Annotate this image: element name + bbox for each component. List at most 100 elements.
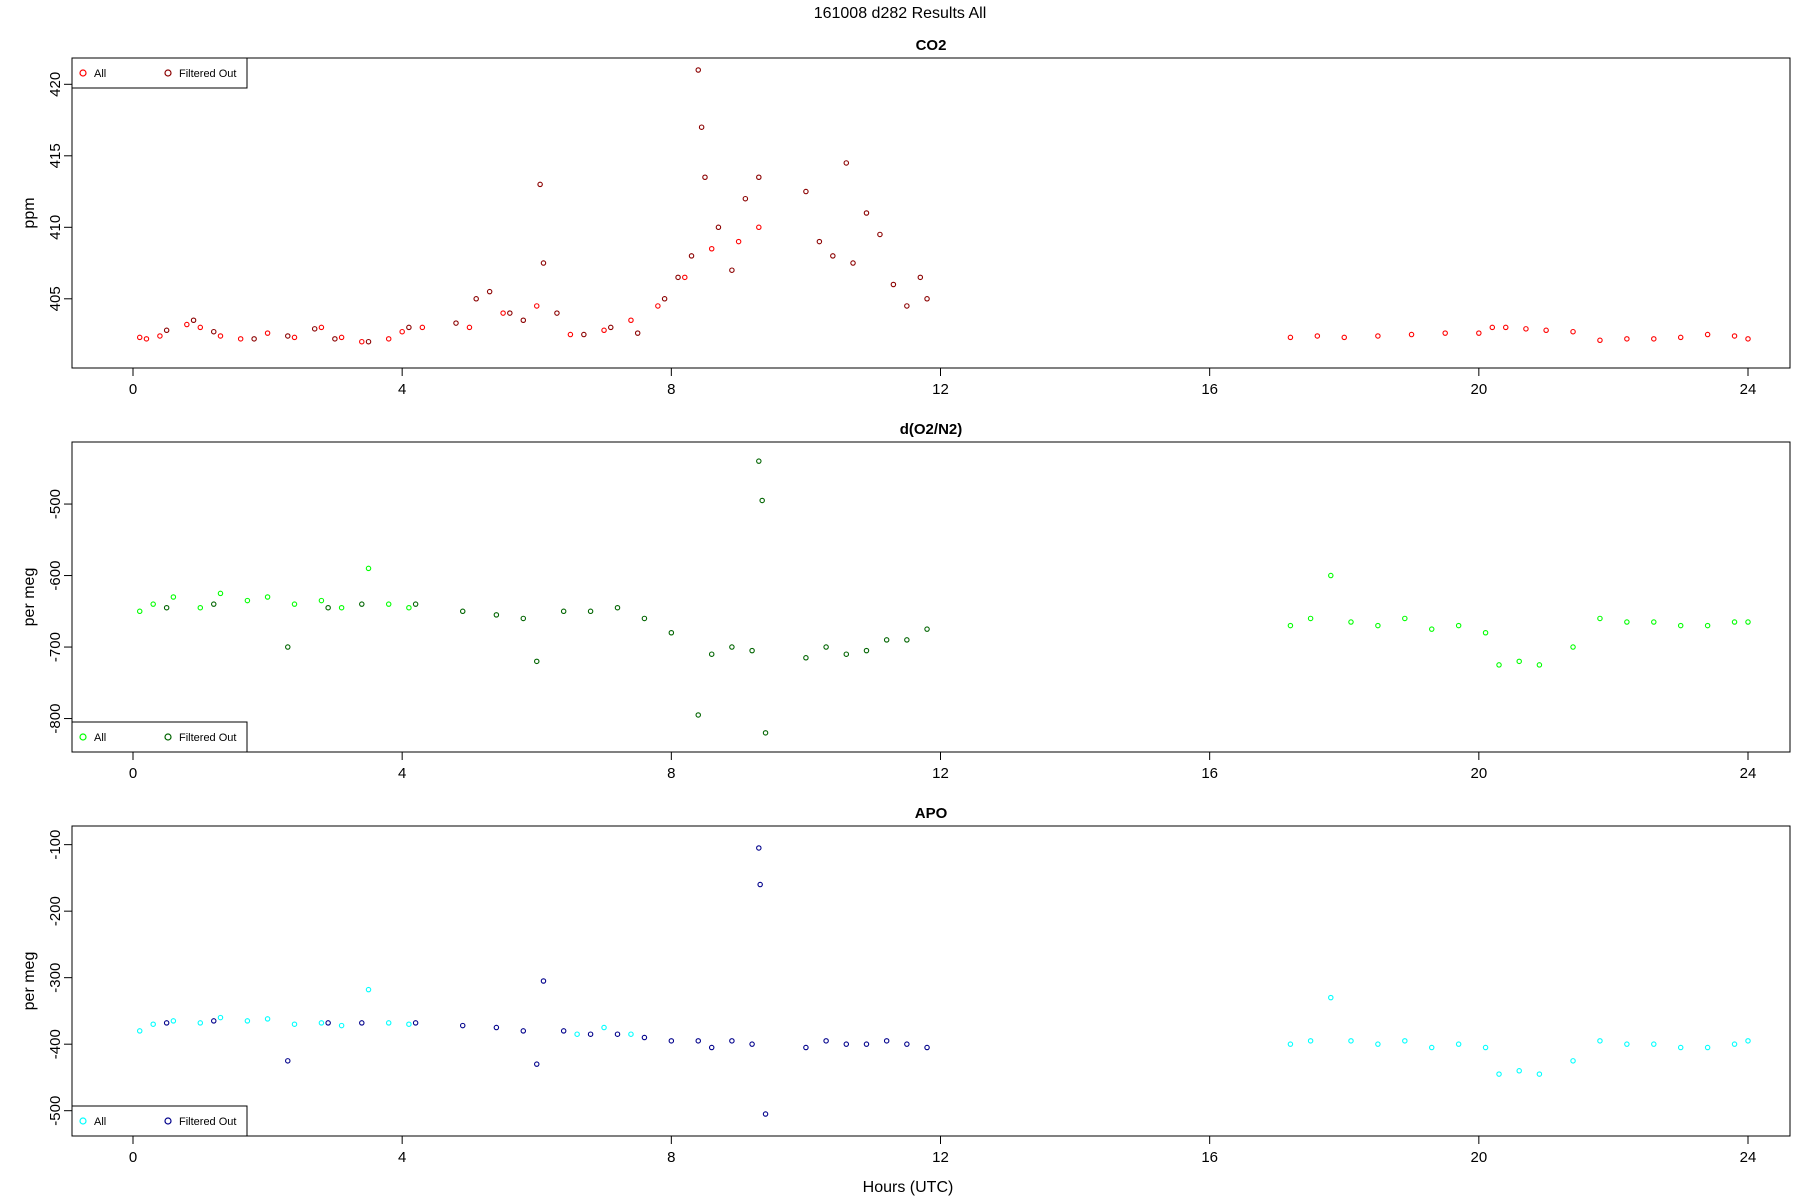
- plot-frame: [71, 825, 1791, 1137]
- legend-all-label: All: [94, 732, 106, 744]
- data-point: [904, 1041, 910, 1047]
- legend-filtered-out-label: Filtered Out: [179, 68, 236, 80]
- data-point: [1597, 1038, 1603, 1044]
- data-point: [338, 604, 345, 611]
- legend-filtered-out-marker: [164, 69, 172, 77]
- data-point: [1677, 334, 1684, 341]
- data-point: [708, 1044, 715, 1051]
- data-point: [136, 1028, 143, 1034]
- data-point: [904, 637, 910, 643]
- data-point: [702, 174, 708, 181]
- data-point: [668, 629, 675, 636]
- x-tick-label: 8: [667, 765, 675, 782]
- data-point: [567, 331, 574, 338]
- x-tick-label: 16: [1201, 765, 1218, 782]
- data-point: [533, 303, 540, 309]
- data-point: [1516, 1068, 1522, 1074]
- x-tick-label: 20: [1470, 765, 1487, 782]
- data-points: [136, 67, 1751, 345]
- panel-title: CO2: [916, 37, 947, 54]
- data-point: [318, 1020, 325, 1026]
- data-point: [1348, 619, 1354, 625]
- data-point: [641, 1034, 648, 1041]
- y-tick-label: 415: [47, 143, 64, 168]
- data-point: [365, 565, 372, 572]
- x-tick-label: 20: [1470, 381, 1487, 398]
- data-point: [698, 124, 705, 130]
- data-point: [816, 238, 823, 245]
- data-point: [554, 310, 560, 316]
- data-point: [1745, 336, 1751, 342]
- data-point: [325, 604, 331, 611]
- x-tick-label: 8: [667, 1149, 675, 1166]
- x-tick-label: 24: [1740, 381, 1757, 398]
- data-point: [1428, 626, 1435, 632]
- data-point: [184, 321, 190, 328]
- data-point: [359, 601, 365, 607]
- data-point: [1328, 994, 1334, 1001]
- data-point: [170, 594, 177, 600]
- data-point: [500, 310, 506, 316]
- data-point: [843, 651, 850, 657]
- data-point: [318, 597, 325, 604]
- y-tick-label: -500: [47, 1096, 64, 1126]
- data-point: [843, 160, 850, 166]
- x-tick-label: 16: [1201, 1149, 1218, 1166]
- data-point: [211, 1018, 217, 1024]
- data-point: [756, 845, 762, 851]
- x-axis-label: Hours (UTC): [863, 1179, 954, 1196]
- x-tick-label: 4: [398, 765, 406, 782]
- data-point: [1570, 1058, 1576, 1064]
- data-point: [291, 1021, 298, 1027]
- data-point: [1731, 333, 1738, 339]
- data-point: [359, 1020, 365, 1026]
- data-point: [1624, 619, 1630, 625]
- data-point: [735, 238, 742, 245]
- data-point: [211, 601, 217, 607]
- legend-box: [71, 721, 248, 753]
- data-point: [466, 324, 473, 331]
- panel-o2n2: d(O2/N2) per meg 0 4 8 12 16 20 24 -500 -600 -700…: [21, 421, 1791, 782]
- data-point: [453, 320, 459, 326]
- data-point: [614, 1031, 621, 1037]
- figure-title: 161008 d282 Results All: [814, 5, 987, 22]
- data-point: [291, 601, 298, 607]
- data-point: [883, 1038, 890, 1044]
- data-point: [419, 324, 426, 331]
- data-point: [1677, 622, 1684, 629]
- data-point: [614, 604, 621, 611]
- panel-co2: CO2 ppm 0 4 8 12 16 20 24 405 410 415 420 All Filt…: [21, 37, 1791, 398]
- data-point: [1402, 1038, 1408, 1044]
- data-point: [493, 1024, 500, 1031]
- panel-title: d(O2/N2): [900, 421, 963, 438]
- legend-all-label: All: [94, 1116, 106, 1128]
- data-point: [1597, 337, 1603, 344]
- data-point: [1287, 334, 1294, 341]
- data-point: [863, 1041, 870, 1047]
- data-point: [157, 333, 163, 339]
- data-point: [890, 281, 897, 288]
- data-point: [493, 612, 500, 618]
- data-point: [507, 310, 513, 316]
- data-point: [924, 626, 930, 632]
- data-point: [136, 608, 143, 615]
- data-point: [291, 334, 298, 341]
- legend: All Filtered Out: [71, 1105, 248, 1137]
- data-point: [338, 1022, 345, 1029]
- data-point: [877, 231, 883, 238]
- x-tick-label: 4: [398, 1149, 406, 1166]
- data-point: [729, 644, 735, 650]
- data-point: [1496, 1071, 1502, 1077]
- data-point: [1482, 629, 1489, 636]
- data-point: [1570, 644, 1576, 650]
- data-point: [1489, 324, 1496, 331]
- data-points: [136, 845, 1751, 1117]
- data-point: [641, 615, 648, 622]
- data-point: [406, 324, 412, 331]
- data-point: [170, 1018, 177, 1024]
- data-point: [742, 195, 749, 202]
- data-point: [601, 327, 607, 334]
- data-point: [486, 288, 493, 295]
- data-point: [520, 615, 527, 622]
- data-points: [136, 458, 1751, 736]
